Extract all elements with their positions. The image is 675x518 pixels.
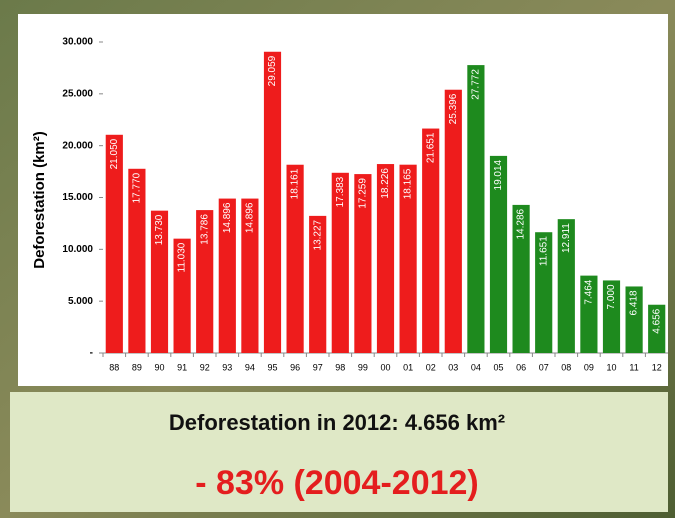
chart: Deforestation (km²) Deforestation in 201…: [0, 0, 675, 518]
y-tick-label: 15.000: [62, 192, 93, 203]
value-label: 13.227: [312, 219, 323, 250]
value-label: 17.383: [335, 176, 346, 207]
value-label: 11.030: [177, 242, 188, 272]
x-tick-label: 94: [245, 362, 255, 372]
x-tick-label: 91: [177, 362, 187, 372]
x-tick-label: 00: [380, 362, 390, 372]
y-tick-label: 25.000: [62, 88, 93, 99]
value-label: 21.050: [109, 138, 120, 169]
x-tick-label: 04: [471, 362, 481, 372]
x-tick-label: 93: [222, 362, 232, 372]
x-tick-label: 07: [539, 362, 549, 372]
value-label: 7.000: [606, 284, 617, 309]
x-tick-label: 98: [335, 362, 345, 372]
x-tick-label: 11: [629, 362, 638, 372]
summary-text: Deforestation in 2012: 4.656 km²: [169, 410, 505, 435]
value-label: 27.772: [471, 69, 482, 100]
value-label: 14.286: [516, 208, 527, 239]
value-label: 18.226: [380, 168, 391, 199]
x-tick-label: 92: [200, 362, 210, 372]
value-label: 6.418: [629, 290, 640, 315]
y-axis-label: Deforestation (km²): [31, 131, 48, 269]
bar: [467, 65, 484, 353]
value-label: 13.730: [154, 214, 165, 245]
x-tick-label: 12: [652, 362, 662, 372]
bar: [264, 52, 281, 353]
value-label: 19.014: [493, 159, 504, 190]
y-tick-label: -: [90, 348, 93, 359]
value-label: 17.770: [132, 172, 143, 203]
x-tick-label: 95: [267, 362, 277, 372]
page: {"chart_data": {"type": "bar", "y_label"…: [0, 0, 675, 518]
x-tick-label: 03: [448, 362, 458, 372]
value-label: 18.161: [290, 168, 301, 199]
value-label: 4.656: [651, 308, 662, 333]
value-label: 13.786: [199, 214, 210, 245]
y-tick-label: 20.000: [62, 140, 93, 151]
x-tick-label: 05: [493, 362, 503, 372]
value-label: 17.259: [358, 178, 369, 209]
x-tick-label: 97: [313, 362, 323, 372]
y-tick-label: 10.000: [62, 244, 93, 255]
x-tick-label: 89: [132, 362, 142, 372]
x-tick-label: 88: [109, 362, 119, 372]
value-label: 12.911: [561, 223, 572, 253]
x-tick-label: 08: [561, 362, 571, 372]
annotation: - 83% (2004-2012): [195, 464, 479, 502]
x-tick-label: 09: [584, 362, 594, 372]
x-tick-label: 01: [403, 362, 413, 372]
value-label: 18.165: [403, 168, 414, 199]
y-tick-label: 5.000: [68, 296, 93, 307]
x-tick-label: 90: [154, 362, 164, 372]
value-label: 14.896: [245, 202, 256, 233]
value-label: 11.651: [538, 236, 549, 266]
x-tick-label: 99: [358, 362, 368, 372]
value-label: 29.059: [267, 55, 278, 86]
x-tick-label: 10: [606, 362, 616, 372]
x-tick-label: 02: [426, 362, 436, 372]
x-tick-label: 96: [290, 362, 300, 372]
value-label: 21.651: [425, 132, 436, 163]
value-label: 7.464: [584, 279, 595, 304]
y-tick-label: 30.000: [62, 37, 93, 48]
value-label: 25.396: [448, 93, 459, 124]
value-label: 14.896: [222, 202, 233, 233]
bar: [445, 90, 462, 353]
x-tick-label: 06: [516, 362, 526, 372]
